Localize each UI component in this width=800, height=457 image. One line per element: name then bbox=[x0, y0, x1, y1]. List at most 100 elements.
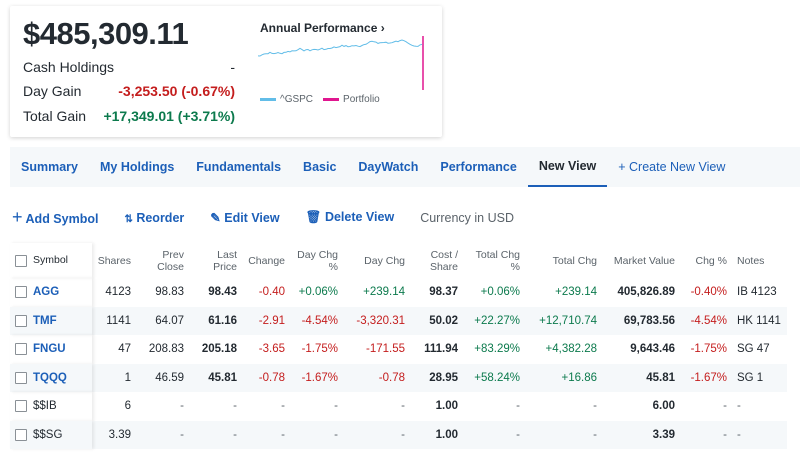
row-checkbox[interactable] bbox=[15, 314, 27, 327]
column-header-chg-[interactable]: Chg % bbox=[695, 254, 727, 267]
column-header-day-chg[interactable]: Day Chg bbox=[364, 254, 405, 267]
tab-new-view[interactable]: New View bbox=[527, 147, 608, 187]
table-row[interactable]: FNGU 47 208.83 205.18 -3.65 -1.75% -171.55 111.… bbox=[10, 335, 787, 364]
symbol-cell[interactable]: FNGU bbox=[10, 335, 92, 364]
cash-value: - bbox=[230, 59, 235, 75]
row-checkbox[interactable] bbox=[15, 286, 27, 299]
add-symbol-button[interactable]: + Add Symbol bbox=[12, 207, 99, 227]
tab-fundamentals[interactable]: Fundamentals bbox=[196, 160, 282, 174]
total-chg-cell: +16.86 bbox=[561, 371, 598, 384]
prev-close-cell: 46.59 bbox=[155, 371, 184, 384]
total-chg--cell: +0.06% bbox=[480, 286, 520, 299]
symbol-cell[interactable]: $$IB bbox=[10, 392, 92, 421]
total-chg--cell: +83.29% bbox=[474, 343, 520, 356]
total-chg--cell: - bbox=[516, 428, 520, 441]
symbol-link: $$IB bbox=[33, 400, 57, 413]
market-value-cell: 9,643.46 bbox=[630, 343, 675, 356]
table-row[interactable]: $$IB 6- - - - -1.00- -6.00- - bbox=[10, 392, 787, 421]
column-header-prev-close[interactable]: Prev Close bbox=[157, 248, 184, 273]
last-price-cell: 45.81 bbox=[208, 371, 237, 384]
reorder-button[interactable]: ⇅ Reorder bbox=[124, 210, 185, 225]
symbol-link[interactable]: TQQQ bbox=[33, 371, 67, 384]
symbol-link[interactable]: TMF bbox=[33, 314, 57, 327]
day-chg-cell: +239.14 bbox=[363, 286, 405, 299]
tab-basic[interactable]: Basic bbox=[303, 160, 337, 174]
notes-cell: IB 4123 bbox=[737, 286, 777, 299]
table-row[interactable]: $$SG 3.39- - - - -1.00- -3.39- - bbox=[10, 420, 787, 450]
column-header-notes[interactable]: Notes bbox=[737, 254, 765, 267]
delete-view-button[interactable]: 🗑 Delete View bbox=[305, 210, 395, 224]
column-header-shares[interactable]: Shares bbox=[97, 254, 131, 267]
tab-performance[interactable]: Performance bbox=[440, 160, 517, 174]
cash-label: Cash Holdings bbox=[23, 59, 115, 75]
create-new-view-button[interactable]: + Create New View bbox=[618, 160, 726, 174]
shares-cell: 3.39 bbox=[108, 428, 131, 441]
symbol-cell[interactable]: TQQQ bbox=[10, 364, 92, 393]
annual-performance-link[interactable]: Annual Performance › bbox=[260, 21, 385, 35]
notes-cell: SG 1 bbox=[737, 371, 764, 384]
column-header-last-price[interactable]: Last Price bbox=[213, 248, 237, 273]
prev-close-cell: 208.83 bbox=[148, 343, 184, 356]
reorder-icon: ⇅ bbox=[124, 213, 133, 225]
chevron-right-icon: › bbox=[380, 21, 385, 35]
tab-my-holdings[interactable]: My Holdings bbox=[99, 160, 175, 174]
column-header-cost-share[interactable]: Cost / Share bbox=[429, 248, 458, 273]
table-row[interactable]: TMF 1141 64.07 61.16 -2.91 -4.54% -3,320.31 50.… bbox=[10, 306, 787, 336]
column-header-symbol[interactable]: Symbol bbox=[10, 243, 92, 278]
select-all-checkbox[interactable] bbox=[15, 254, 27, 267]
holdings-table: Symbol Shares Prev Close Last Price Change Da… bbox=[10, 243, 787, 449]
currency-label: Currency in USD bbox=[420, 210, 514, 225]
chg--cell: - bbox=[723, 400, 727, 413]
legend-gspc: ^GSPC bbox=[260, 94, 313, 105]
chg--cell: -1.75% bbox=[690, 343, 727, 356]
symbol-link[interactable]: FNGU bbox=[33, 343, 66, 356]
chg--cell: -1.67% bbox=[690, 371, 727, 384]
total-chg--cell: +22.27% bbox=[474, 314, 520, 327]
symbol-cell[interactable]: TMF bbox=[10, 307, 92, 336]
day-chg--cell: - bbox=[334, 400, 338, 413]
row-checkbox[interactable] bbox=[15, 428, 27, 441]
column-header-total-chg-[interactable]: Total Chg % bbox=[475, 248, 520, 273]
edit-view-button[interactable]: ✎ Edit View bbox=[210, 211, 280, 225]
market-value-cell: 405,826.89 bbox=[617, 286, 675, 299]
column-header-market-value[interactable]: Market Value bbox=[613, 254, 675, 267]
column-header-day-chg-[interactable]: Day Chg % bbox=[297, 248, 338, 273]
table-row[interactable]: AGG 4123 98.83 98.43 -0.40 +0.06% +239.14 98.37… bbox=[10, 278, 787, 307]
row-checkbox[interactable] bbox=[15, 400, 27, 413]
day-chg--cell: - bbox=[334, 428, 338, 441]
plus-icon: + bbox=[12, 207, 23, 227]
column-header-change[interactable]: Change bbox=[248, 254, 285, 267]
total-chg-cell: - bbox=[593, 428, 597, 441]
table-row[interactable]: TQQQ 1 46.59 45.81 -0.78 -1.67% -0.78 28.95 +58.… bbox=[10, 363, 787, 393]
row-checkbox[interactable] bbox=[15, 371, 27, 384]
total-value: $485,309.11 bbox=[23, 16, 189, 51]
toolbar: + Add Symbol ⇅ Reorder ✎ Edit View 🗑 Del… bbox=[12, 207, 514, 228]
change-cell: -0.40 bbox=[258, 286, 285, 299]
last-price-cell: 61.16 bbox=[208, 314, 237, 327]
tab-summary[interactable]: Summary bbox=[21, 160, 78, 174]
chg--cell: -4.54% bbox=[690, 314, 727, 327]
total-chg-cell: +12,710.74 bbox=[539, 314, 597, 327]
gspc-line bbox=[258, 39, 423, 57]
last-price-cell: 205.18 bbox=[201, 343, 237, 356]
row-checkbox[interactable] bbox=[15, 343, 27, 356]
symbol-link[interactable]: AGG bbox=[33, 286, 60, 299]
shares-cell: 4123 bbox=[105, 286, 131, 299]
day-chg--cell: +0.06% bbox=[298, 286, 338, 299]
total-gain-label: Total Gain bbox=[23, 108, 87, 124]
symbol-cell[interactable]: AGG bbox=[10, 278, 92, 307]
cost-share-cell: 1.00 bbox=[435, 400, 458, 413]
day-chg-cell: -3,320.31 bbox=[356, 314, 405, 327]
market-value-cell: 45.81 bbox=[646, 371, 675, 384]
total-chg-cell: +4,382.28 bbox=[545, 343, 597, 356]
change-cell: -0.78 bbox=[258, 371, 285, 384]
notes-cell: SG 47 bbox=[737, 343, 770, 356]
symbol-cell[interactable]: $$SG bbox=[10, 421, 92, 450]
total-chg--cell: +58.24% bbox=[474, 371, 520, 384]
total-chg--cell: - bbox=[516, 400, 520, 413]
day-gain-value: -3,253.50 (-0.67%) bbox=[118, 83, 235, 99]
shares-cell: 1141 bbox=[106, 314, 131, 327]
day-chg--cell: -4.54% bbox=[301, 314, 338, 327]
tab-daywatch[interactable]: DayWatch bbox=[358, 160, 419, 174]
column-header-total-chg[interactable]: Total Chg bbox=[552, 254, 597, 267]
